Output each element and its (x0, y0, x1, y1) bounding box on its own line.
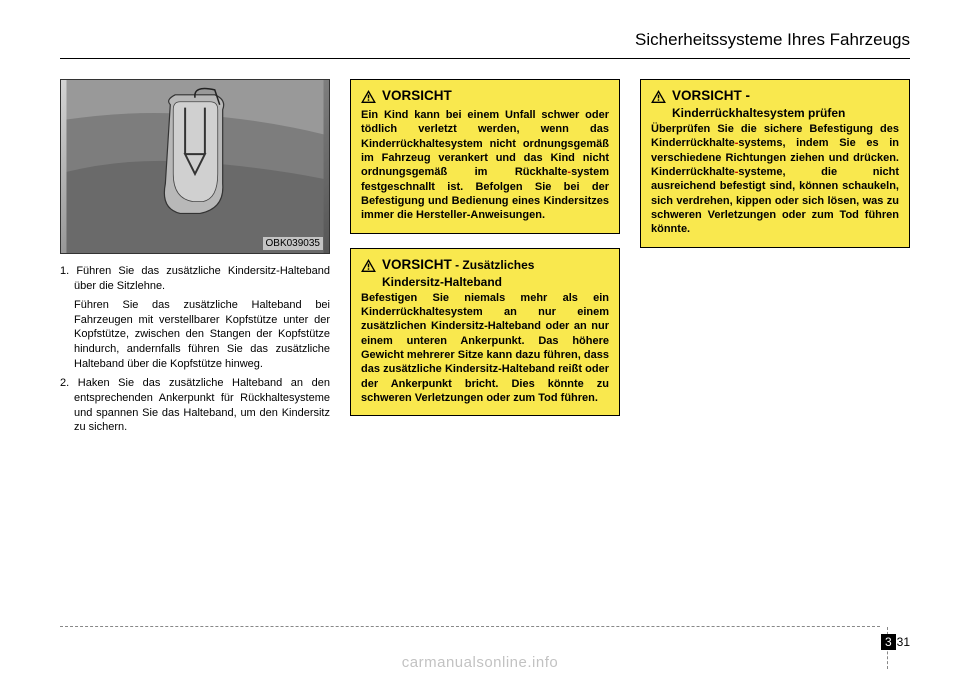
warning-title-text: VORSICHT - Zusätzliches (382, 257, 609, 273)
warning-body: Überprüfen Sie die sichere Befestigung d… (651, 122, 899, 236)
figure-label: OBK039035 (263, 237, 324, 250)
warning-icon (651, 90, 666, 103)
warning-body: Befestigen Sie niemals mehr als ein Kind… (361, 291, 609, 405)
warning-box-accident: VORSICHT Ein Kind kann bei einem Unfall … (350, 79, 620, 234)
warning-title: VORSICHT (361, 88, 609, 104)
warning-title-text: VORSICHT (382, 88, 609, 104)
col1-text: 1. Führen Sie das zusätzliche Kindersitz… (60, 264, 330, 435)
content-columns: OBK039035 1. Führen Sie das zusätzliche … (60, 79, 910, 439)
warning-body: Ein Kind kann bei einem Unfall schwer od… (361, 108, 609, 222)
page-header: Sicherheitssysteme Ihres Fahrzeugs (60, 30, 910, 59)
warning-title: VORSICHT - (651, 88, 899, 104)
figure-child-seat: OBK039035 (60, 79, 330, 254)
warning-subtitle: Kindersitz-Halteband (361, 275, 609, 289)
section-number: 3 (881, 634, 896, 650)
warning-icon (361, 90, 376, 103)
warning-box-check: VORSICHT - Kinderrückhaltesystem prüfen … (640, 79, 910, 248)
warning-box-tether: VORSICHT - Zusätzliches Kindersitz-Halte… (350, 248, 620, 417)
warning-subtitle: Kinderrückhaltesystem prüfen (651, 106, 899, 120)
list-item-1-sub: Führen Sie das zusätzliche Halteband bei… (60, 298, 330, 372)
column-3: VORSICHT - Kinderrückhaltesystem prüfen … (640, 79, 910, 439)
warning-icon (361, 259, 376, 272)
header-title: Sicherheitssysteme Ihres Fahrzeugs (635, 30, 910, 49)
warning-title: VORSICHT - Zusätzliches (361, 257, 609, 273)
warning-title-text: VORSICHT - (672, 88, 899, 104)
child-seat-illustration (61, 80, 329, 253)
list-item-1: 1. Führen Sie das zusätzliche Kindersitz… (60, 264, 330, 294)
column-2: VORSICHT Ein Kind kann bei einem Unfall … (350, 79, 620, 439)
column-1: OBK039035 1. Führen Sie das zusätzliche … (60, 79, 330, 439)
footer-dash-horizontal (60, 626, 880, 627)
watermark: carmanualsonline.info (402, 654, 558, 671)
list-item-2: 2. Haken Sie das zusätzliche Halteband a… (60, 376, 330, 435)
page-number: 331 (881, 635, 910, 649)
page-num: 31 (897, 635, 910, 649)
